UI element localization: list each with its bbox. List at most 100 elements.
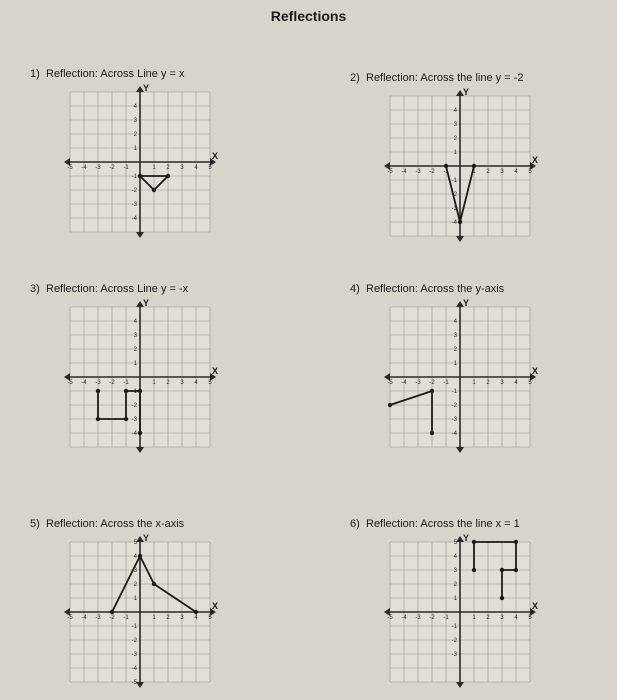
svg-text:-1: -1 bbox=[443, 615, 449, 621]
svg-text:-1: -1 bbox=[132, 624, 138, 630]
svg-text:Y: Y bbox=[143, 533, 149, 543]
svg-text:5: 5 bbox=[208, 615, 212, 621]
problem-label: 3)Reflection: Across Line y = -x bbox=[30, 283, 220, 295]
problem-instruction: Reflection: Across the y-axis bbox=[366, 283, 504, 295]
problem-label: 4)Reflection: Across the y-axis bbox=[350, 283, 540, 295]
coordinate-grid: -5-4-3-2-112345-4-3-2-11234XY bbox=[60, 297, 220, 457]
svg-text:5: 5 bbox=[208, 380, 212, 386]
svg-text:X: X bbox=[532, 601, 538, 611]
svg-text:-2: -2 bbox=[452, 638, 458, 644]
svg-text:-4: -4 bbox=[81, 165, 87, 171]
svg-text:-5: -5 bbox=[67, 615, 73, 621]
problem-2: 2)Reflection: Across the line y = -2 -5 -4… bbox=[350, 72, 540, 246]
svg-text:-2: -2 bbox=[452, 403, 458, 409]
svg-text:Y: Y bbox=[143, 83, 149, 93]
problem-3: 3)Reflection: Across Line y = -x -5 -4 -3 -2… bbox=[30, 283, 220, 457]
svg-text:-3: -3 bbox=[132, 202, 138, 208]
problem-instruction: Reflection: Across the line x = 1 bbox=[366, 518, 520, 530]
coordinate-grid: -5-4-3-2-112345-4-3-2-11234XY bbox=[380, 86, 540, 246]
svg-text:-3: -3 bbox=[415, 169, 421, 175]
svg-text:5: 5 bbox=[528, 169, 532, 175]
svg-text:-3: -3 bbox=[415, 615, 421, 621]
svg-text:-1: -1 bbox=[132, 174, 138, 180]
svg-text:-2: -2 bbox=[429, 169, 435, 175]
svg-text:-4: -4 bbox=[81, 380, 87, 386]
problem-label: 1)Reflection: Across Line y = x bbox=[30, 68, 220, 80]
svg-text:-2: -2 bbox=[429, 380, 435, 386]
svg-text:-4: -4 bbox=[452, 220, 458, 226]
svg-text:5: 5 bbox=[208, 165, 212, 171]
problem-number: 5) bbox=[30, 518, 46, 530]
coordinate-grid: -5-4-3-2-112345-3-2-112345XY bbox=[380, 532, 540, 692]
svg-text:-3: -3 bbox=[132, 652, 138, 658]
problem-5: 5)Reflection: Across the x-axis -5 -4 -3 -2 -… bbox=[30, 518, 220, 692]
svg-text:-5: -5 bbox=[132, 680, 138, 686]
svg-text:Y: Y bbox=[463, 87, 469, 97]
svg-text:-4: -4 bbox=[132, 666, 138, 672]
svg-text:-5: -5 bbox=[387, 169, 393, 175]
svg-text:-1: -1 bbox=[123, 165, 129, 171]
svg-text:Y: Y bbox=[143, 298, 149, 308]
svg-text:-2: -2 bbox=[109, 380, 115, 386]
svg-text:-3: -3 bbox=[95, 380, 101, 386]
svg-text:-5: -5 bbox=[387, 615, 393, 621]
problem-instruction: Reflection: Across Line y = x bbox=[46, 68, 184, 80]
svg-text:X: X bbox=[532, 155, 538, 165]
svg-text:-2: -2 bbox=[109, 615, 115, 621]
svg-text:-4: -4 bbox=[401, 615, 407, 621]
problem-number: 2) bbox=[350, 72, 366, 84]
svg-text:-3: -3 bbox=[132, 417, 138, 423]
problem-label: 6)Reflection: Across the line x = 1 bbox=[350, 518, 540, 530]
svg-text:-2: -2 bbox=[132, 188, 138, 194]
svg-text:-1: -1 bbox=[123, 380, 129, 386]
svg-text:X: X bbox=[532, 366, 538, 376]
coordinate-grid: -5-4-3-2-112345-5-4-3-2-112345XY bbox=[60, 532, 220, 692]
problem-1: 1)Reflection: Across Line y = x -5 -4 -3 -2 -… bbox=[30, 68, 220, 242]
svg-text:X: X bbox=[212, 366, 218, 376]
svg-text:X: X bbox=[212, 601, 218, 611]
svg-text:-4: -4 bbox=[401, 169, 407, 175]
svg-text:5: 5 bbox=[528, 615, 532, 621]
svg-text:-2: -2 bbox=[132, 403, 138, 409]
svg-text:-1: -1 bbox=[452, 178, 458, 184]
problem-4: 4)Reflection: Across the y-axis -5 -4 -3 -2 -… bbox=[350, 283, 540, 457]
svg-text:-2: -2 bbox=[132, 638, 138, 644]
problem-number: 6) bbox=[350, 518, 366, 530]
svg-text:-5: -5 bbox=[387, 380, 393, 386]
svg-text:-1: -1 bbox=[443, 380, 449, 386]
svg-text:-4: -4 bbox=[132, 216, 138, 222]
svg-text:-1: -1 bbox=[452, 624, 458, 630]
svg-text:-3: -3 bbox=[415, 380, 421, 386]
problem-number: 1) bbox=[30, 68, 46, 80]
svg-text:-2: -2 bbox=[429, 615, 435, 621]
problem-label: 2)Reflection: Across the line y = -2 bbox=[350, 72, 540, 84]
svg-text:-4: -4 bbox=[452, 431, 458, 437]
svg-text:-1: -1 bbox=[132, 389, 138, 395]
svg-text:-4: -4 bbox=[81, 615, 87, 621]
problem-label: 5)Reflection: Across the x-axis bbox=[30, 518, 220, 530]
svg-text:-5: -5 bbox=[67, 380, 73, 386]
svg-text:-2: -2 bbox=[109, 165, 115, 171]
svg-text:5: 5 bbox=[528, 380, 532, 386]
svg-text:-3: -3 bbox=[452, 417, 458, 423]
problem-number: 3) bbox=[30, 283, 46, 295]
coordinate-grid: -5-4-3-2-112345-4-3-2-11234XY bbox=[380, 297, 540, 457]
svg-text:Y: Y bbox=[463, 298, 469, 308]
svg-text:-1: -1 bbox=[452, 389, 458, 395]
page-title: Reflections bbox=[0, 0, 617, 28]
problem-instruction: Reflection: Across the line y = -2 bbox=[366, 72, 523, 84]
problem-instruction: Reflection: Across Line y = -x bbox=[46, 283, 188, 295]
svg-text:-1: -1 bbox=[123, 615, 129, 621]
svg-text:-3: -3 bbox=[95, 615, 101, 621]
svg-text:-5: -5 bbox=[67, 165, 73, 171]
svg-text:-3: -3 bbox=[95, 165, 101, 171]
svg-text:-3: -3 bbox=[452, 652, 458, 658]
coordinate-grid: -5-4-3-2-112345-4-3-2-11234XY bbox=[60, 82, 220, 242]
svg-text:-4: -4 bbox=[132, 431, 138, 437]
svg-text:-4: -4 bbox=[401, 380, 407, 386]
problem-6: 6)Reflection: Across the line x = 1 -5 -4 -… bbox=[350, 518, 540, 692]
svg-text:Y: Y bbox=[463, 533, 469, 543]
svg-text:X: X bbox=[212, 151, 218, 161]
problem-number: 4) bbox=[350, 283, 366, 295]
problem-instruction: Reflection: Across the x-axis bbox=[46, 518, 184, 530]
